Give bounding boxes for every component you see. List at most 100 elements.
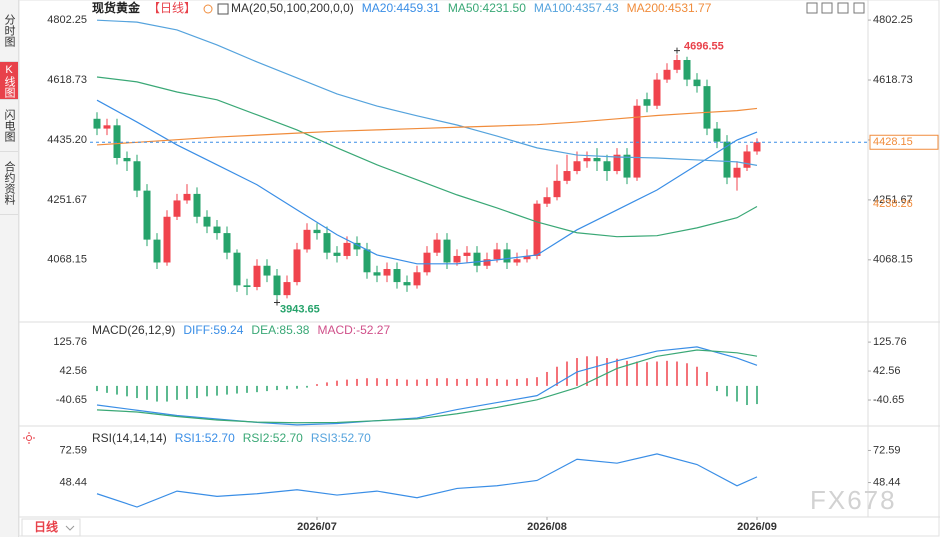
watermark: FX678 — [810, 485, 897, 515]
macd-bar — [626, 360, 628, 386]
macd-bar — [406, 379, 408, 386]
period-select[interactable] — [21, 518, 81, 537]
macd-bar — [756, 385, 758, 405]
candle-body — [153, 239, 161, 263]
macd-bar — [466, 378, 468, 386]
candle-body — [513, 259, 521, 263]
macd-bar — [126, 385, 128, 397]
macd-bar — [596, 356, 598, 386]
macd-bar — [306, 385, 308, 388]
macd-bar — [546, 371, 548, 386]
high-marker — [674, 47, 680, 54]
macd-bar — [166, 385, 168, 402]
indicator-line — [96, 99, 758, 265]
candle-body — [253, 265, 261, 287]
y-tick-label: 42.56 — [59, 365, 87, 377]
indicator-line — [96, 107, 758, 146]
indicator-line — [96, 349, 758, 424]
indicator-title: RSI(14,14,14) — [92, 431, 167, 445]
legend-entry: MACD:-52.27 — [317, 323, 390, 337]
macd-bar — [216, 385, 218, 396]
tab[interactable]: 合约资料 — [0, 152, 18, 215]
macd-bar — [696, 366, 698, 386]
y-tick-label: 4435.20 — [47, 134, 87, 146]
macd-bar — [236, 385, 238, 394]
candle-body — [103, 125, 111, 129]
icon[interactable] — [806, 2, 818, 14]
macd-bar — [386, 378, 388, 386]
macd-bar — [96, 385, 98, 392]
candle-body — [263, 265, 271, 276]
period-select-label[interactable]: 日线 — [34, 519, 58, 534]
low-label: 3943.65 — [280, 303, 320, 315]
candle-body — [193, 193, 201, 217]
y-tick-label: 4068.15 — [873, 254, 913, 266]
macd-bar — [566, 361, 568, 386]
candle-body — [613, 154, 621, 172]
x-tick-label: 2026/08 — [527, 521, 567, 533]
macd-bar — [206, 385, 208, 397]
candle-body — [463, 252, 471, 256]
candle-body — [303, 229, 311, 250]
last-price-label: 4428.15 — [873, 136, 913, 148]
tab[interactable]: K线图 — [0, 62, 18, 100]
candle-body — [343, 242, 351, 256]
candle-body — [623, 154, 631, 178]
macd-bar — [186, 385, 188, 400]
macd-bar — [336, 380, 338, 386]
rsi-icon[interactable] — [23, 432, 35, 444]
x-tick-label: 2026/07 — [297, 521, 337, 533]
y-tick-label: 48.44 — [59, 476, 87, 488]
instrument: 现货黄金 — [92, 0, 141, 15]
macd-bar — [266, 385, 268, 392]
candle-body — [323, 233, 331, 253]
macd-bar — [226, 385, 228, 395]
candle-body — [353, 242, 361, 250]
macd-bar — [676, 361, 678, 386]
tab[interactable]: 闪电图 — [0, 100, 18, 152]
period: 【日线】 — [148, 1, 196, 15]
indicator-line — [96, 453, 758, 508]
frame — [18, 0, 940, 537]
legend-entry: RSI1:52.70 — [175, 431, 235, 445]
indicator-line — [96, 19, 758, 166]
icon[interactable] — [821, 2, 833, 14]
macd-bar — [276, 385, 278, 391]
icon[interactable] — [853, 2, 865, 14]
macd-bar — [486, 378, 488, 386]
candle-body — [273, 275, 281, 296]
candle-body — [383, 269, 391, 276]
candle-body — [213, 226, 221, 234]
macd-bar — [286, 385, 288, 390]
macd-bar — [686, 363, 688, 386]
dropdown-arrow — [65, 525, 75, 531]
y-tick-label: 72.59 — [873, 444, 901, 456]
y-tick-label: -40.65 — [873, 394, 904, 406]
macd-bar — [116, 385, 118, 395]
candle-body — [663, 69, 671, 80]
macd-bar — [496, 378, 498, 386]
candle-body — [653, 79, 661, 106]
last-price-box — [869, 134, 939, 150]
icon[interactable] — [837, 2, 849, 14]
macd-bar — [516, 378, 518, 386]
macd-bar — [656, 361, 658, 386]
y-tick-label: 4618.73 — [47, 74, 87, 86]
toolbar-icons[interactable] — [806, 2, 865, 14]
macd-bar — [616, 358, 618, 386]
candle-body — [733, 167, 741, 178]
macd-bar — [646, 362, 648, 386]
candle-body — [453, 255, 461, 263]
tab[interactable]: 分时图 — [0, 0, 18, 62]
candle-body — [283, 282, 291, 296]
candle-body — [113, 125, 121, 158]
x-tick-label: 2026/09 — [737, 521, 777, 533]
candle-body — [723, 141, 731, 178]
macd-bar — [586, 356, 588, 386]
legend-entry: MA200:4531.77 — [627, 1, 712, 15]
candle-body — [543, 197, 551, 204]
y-tick-label: 125.76 — [873, 336, 907, 348]
legend-entry: MA100:4357.43 — [534, 1, 619, 15]
candle-body — [413, 272, 421, 286]
